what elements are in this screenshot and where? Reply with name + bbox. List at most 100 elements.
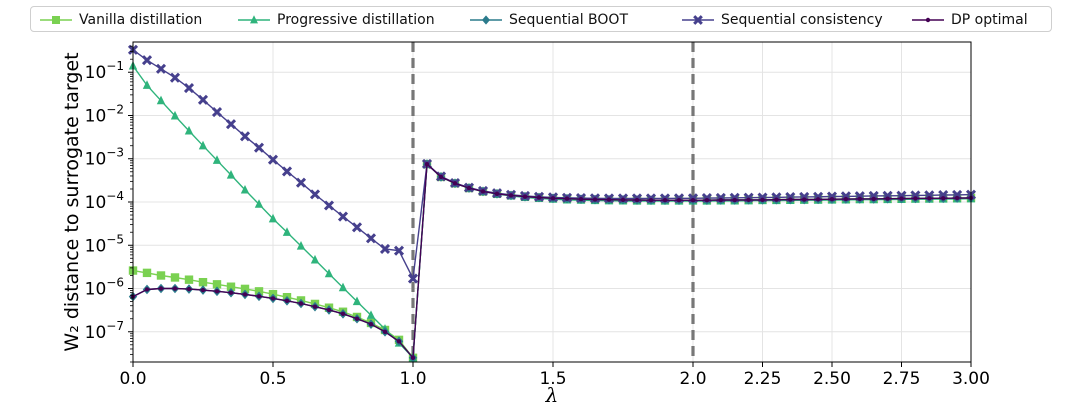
data-point (158, 286, 164, 291)
series-line (132, 162, 972, 360)
data-point (379, 243, 391, 255)
data-point (925, 17, 931, 23)
y-axis: 10−7 10−6 10−5 10−4 10−3 10−2 10−1 (85, 45, 133, 363)
data-point (676, 198, 682, 203)
data-point (913, 196, 918, 201)
data-point (592, 197, 598, 202)
data-point (871, 196, 876, 202)
data-point (242, 292, 248, 297)
x-axis-label: λ (545, 383, 559, 405)
data-point (240, 184, 250, 194)
data-point (857, 196, 862, 202)
data-point (282, 227, 292, 236)
data-point (815, 197, 821, 202)
data-point (620, 197, 626, 203)
data-point (200, 287, 206, 293)
data-point (142, 80, 152, 89)
data-point (366, 310, 376, 319)
data-point (718, 197, 723, 203)
data-point (256, 294, 262, 299)
data-point (156, 271, 166, 280)
legend-item: Vanilla distillation (39, 10, 202, 30)
data-point (296, 241, 306, 250)
data-point (226, 170, 236, 179)
data-point (284, 298, 290, 303)
data-point (337, 211, 349, 222)
data-point (927, 196, 932, 201)
data-point (746, 197, 751, 203)
legend-label: Sequential BOOT (509, 12, 628, 28)
data-point (760, 197, 765, 203)
data-point (52, 16, 60, 24)
data-point (352, 296, 362, 306)
x-tick-label: 2.0 (679, 369, 706, 389)
series-line (132, 65, 972, 360)
data-point (899, 196, 904, 201)
legend-item: Progressive distillation (237, 10, 435, 30)
data-point (564, 196, 570, 201)
data-point (309, 189, 321, 200)
data-point (228, 290, 234, 295)
data-point (170, 110, 180, 120)
data-point (466, 185, 472, 191)
data-point (250, 15, 258, 24)
data-point (365, 233, 377, 244)
data-point (281, 166, 293, 177)
legend-swatch (470, 15, 502, 25)
x-tick-label: 1.5 (539, 369, 566, 389)
y-tick-label: 10−5 (85, 232, 124, 256)
data-point (941, 196, 946, 201)
series-line (132, 162, 972, 360)
data-point (829, 197, 835, 202)
data-point (885, 196, 890, 201)
data-point (253, 142, 265, 153)
series-dp-optimal (130, 161, 974, 361)
data-point (396, 339, 402, 344)
x-tick-label: 1.0 (399, 369, 426, 389)
data-point (648, 198, 654, 203)
data-point (312, 304, 318, 309)
data-point (634, 197, 640, 203)
data-point (410, 355, 416, 361)
legend-item: Sequential BOOT (469, 10, 628, 30)
data-point (198, 140, 208, 150)
data-point (298, 301, 304, 306)
data-point (186, 286, 192, 292)
x-tick-label: 0.5 (259, 369, 286, 389)
data-point (141, 55, 153, 66)
data-point (211, 107, 223, 118)
data-point (482, 15, 490, 25)
y-tick-label: 10−6 (85, 276, 124, 300)
legend-item: Sequential consistency (681, 10, 883, 30)
data-point (578, 197, 584, 202)
y-tick-label: 10−4 (85, 189, 124, 213)
data-point (214, 289, 220, 294)
series-line (132, 162, 972, 360)
data-point (368, 321, 374, 327)
data-point (382, 329, 388, 334)
data-point (424, 161, 430, 167)
data-point (142, 268, 152, 278)
data-point (393, 245, 405, 256)
series-line (132, 49, 972, 281)
legend-swatch (40, 16, 72, 24)
data-point (788, 197, 793, 202)
y-tick-label: 10−3 (85, 146, 124, 170)
data-point (212, 155, 222, 164)
data-point (323, 200, 335, 211)
data-point (144, 287, 150, 292)
x-tick-label: 3.00 (952, 369, 990, 389)
data-point (338, 282, 348, 292)
x-tick-label: 2.50 (813, 369, 851, 389)
x-tick-label: 2.75 (883, 369, 921, 389)
data-point (169, 72, 181, 83)
legend-label: Vanilla distillation (79, 12, 203, 28)
data-point (225, 119, 237, 130)
legend-swatch (912, 17, 944, 23)
data-point (494, 191, 500, 196)
data-point (184, 275, 194, 284)
data-point (212, 280, 222, 289)
data-point (184, 125, 194, 135)
data-point (270, 296, 276, 301)
